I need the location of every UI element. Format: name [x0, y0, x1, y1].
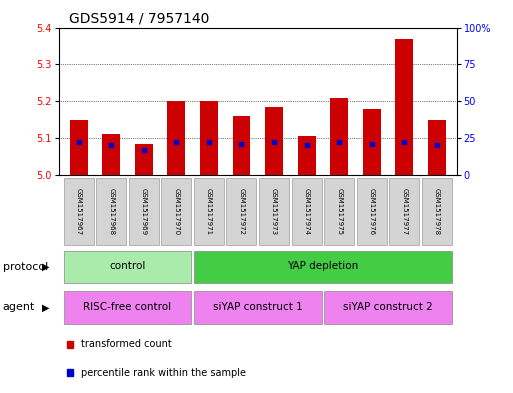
FancyBboxPatch shape	[324, 291, 452, 323]
Text: GSM1517974: GSM1517974	[304, 188, 310, 235]
Text: siYAP construct 1: siYAP construct 1	[213, 301, 303, 312]
Bar	[70, 119, 88, 175]
FancyBboxPatch shape	[259, 178, 289, 245]
Text: ▶: ▶	[42, 302, 50, 312]
Bar	[428, 119, 446, 175]
Text: GSM1517977: GSM1517977	[402, 188, 407, 235]
FancyBboxPatch shape	[64, 251, 191, 283]
Bar	[363, 108, 381, 175]
Bar	[298, 136, 315, 175]
Text: protocol: protocol	[3, 262, 48, 272]
Bar	[200, 101, 218, 175]
FancyBboxPatch shape	[357, 178, 387, 245]
FancyBboxPatch shape	[96, 178, 126, 245]
Text: agent: agent	[3, 302, 35, 312]
Text: percentile rank within the sample: percentile rank within the sample	[81, 367, 246, 378]
FancyBboxPatch shape	[227, 178, 256, 245]
FancyBboxPatch shape	[194, 178, 224, 245]
Text: GSM1517967: GSM1517967	[75, 188, 82, 235]
Bar	[135, 143, 153, 175]
Text: YAP depletion: YAP depletion	[287, 261, 359, 271]
Text: GSM1517968: GSM1517968	[108, 188, 114, 235]
Text: control: control	[109, 261, 146, 271]
Text: GSM1517969: GSM1517969	[141, 188, 147, 235]
FancyBboxPatch shape	[64, 178, 93, 245]
Bar	[167, 101, 185, 175]
Text: GSM1517971: GSM1517971	[206, 188, 212, 235]
Bar	[232, 116, 250, 175]
FancyBboxPatch shape	[161, 178, 191, 245]
Text: GSM1517970: GSM1517970	[173, 188, 180, 235]
Text: RISC-free control: RISC-free control	[84, 301, 171, 312]
Bar	[396, 39, 413, 175]
Text: transformed count: transformed count	[81, 339, 172, 349]
FancyBboxPatch shape	[194, 291, 322, 323]
FancyBboxPatch shape	[129, 178, 159, 245]
FancyBboxPatch shape	[324, 178, 354, 245]
FancyBboxPatch shape	[292, 178, 322, 245]
FancyBboxPatch shape	[194, 251, 452, 283]
Text: GSM1517976: GSM1517976	[369, 188, 375, 235]
Text: GSM1517978: GSM1517978	[434, 188, 440, 235]
Bar	[330, 97, 348, 175]
Text: GDS5914 / 7957140: GDS5914 / 7957140	[69, 12, 210, 26]
Text: ▶: ▶	[42, 262, 50, 272]
FancyBboxPatch shape	[422, 178, 452, 245]
FancyBboxPatch shape	[389, 178, 420, 245]
Bar	[102, 134, 120, 175]
Bar	[265, 107, 283, 175]
Text: siYAP construct 2: siYAP construct 2	[343, 301, 433, 312]
Text: GSM1517975: GSM1517975	[336, 188, 342, 235]
Text: GSM1517972: GSM1517972	[239, 188, 245, 235]
Text: GSM1517973: GSM1517973	[271, 188, 277, 235]
FancyBboxPatch shape	[64, 291, 191, 323]
